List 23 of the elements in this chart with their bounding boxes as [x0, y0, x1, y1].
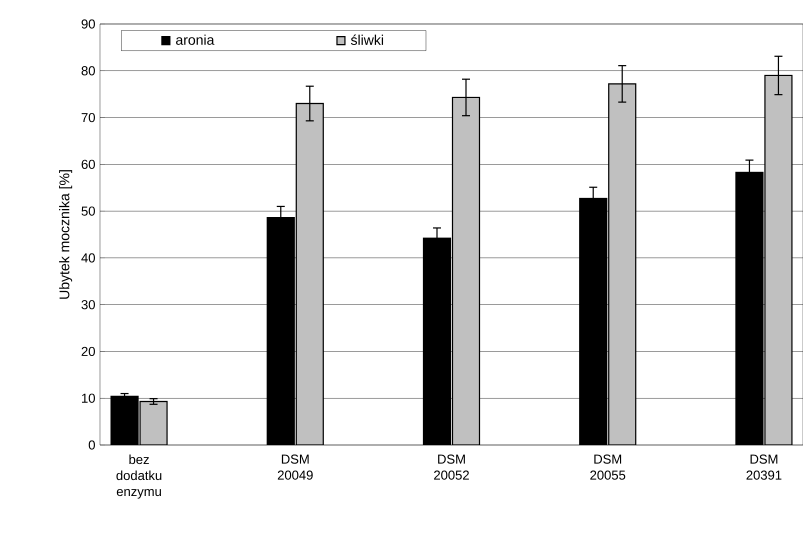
- y-tick-label: 40: [81, 253, 95, 262]
- y-tick-label: 50: [82, 206, 95, 216]
- legend-label: śliwki: [350, 34, 384, 45]
- y-tick-label: 10: [82, 394, 95, 403]
- y-tick-label: 30: [82, 300, 95, 310]
- x-tick-label: DSM 20391: [746, 454, 782, 480]
- y-axis-title: Ubytek mocznika [%]: [59, 170, 72, 299]
- x-tick-label: DSM 20049: [278, 454, 313, 480]
- legend-label: aronia: [176, 34, 214, 45]
- x-tick-label: DSM 20055: [590, 454, 626, 480]
- x-tick-label: DSM 20052: [434, 454, 469, 480]
- y-tick-label: 60: [82, 160, 95, 169]
- y-tick-label: 90: [82, 19, 95, 29]
- y-tick-label: 0: [88, 440, 95, 450]
- x-tick-label: bez dodatku enzymu: [116, 454, 162, 499]
- y-tick-label: 80: [82, 66, 95, 76]
- bar: [764, 74, 793, 445]
- bar: [452, 96, 480, 445]
- bar: [296, 102, 324, 445]
- y-tick-label: 70: [82, 112, 95, 122]
- y-tick-label: 20: [82, 346, 95, 356]
- bar: [608, 83, 636, 445]
- bar: [139, 400, 168, 445]
